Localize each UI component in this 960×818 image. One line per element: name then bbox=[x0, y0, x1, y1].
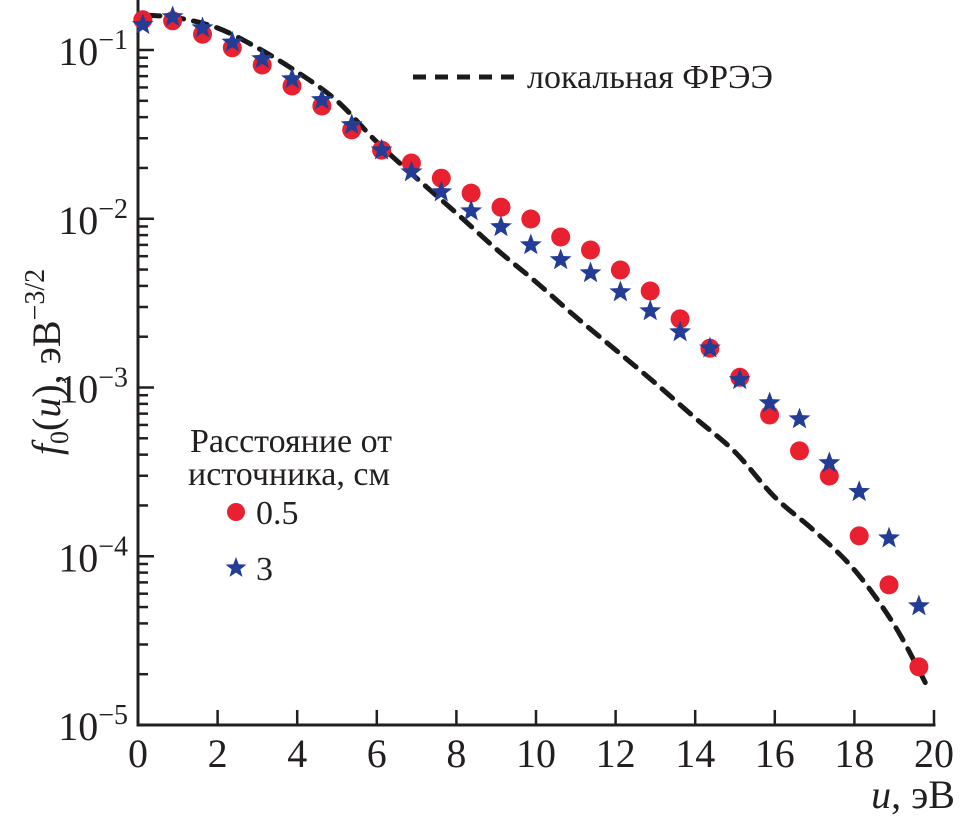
legend-title-line-1: Расстояние от bbox=[190, 423, 392, 460]
y-axis-exp: −3/2 bbox=[20, 269, 51, 321]
line-legend-label: локальная ФРЭЭ bbox=[527, 59, 773, 96]
y-tick-label: 10−2 bbox=[58, 194, 128, 243]
y-axis-arg: u bbox=[24, 398, 69, 418]
star-point-3cm bbox=[131, 13, 154, 35]
circle-point-0-5cm bbox=[581, 240, 600, 260]
y-axis-sub: 0 bbox=[45, 431, 74, 444]
y-tick-label: 10−4 bbox=[58, 531, 128, 580]
star-point-3cm bbox=[490, 215, 512, 237]
circle-point-0-5cm bbox=[431, 168, 451, 188]
star-point-3cm bbox=[818, 451, 841, 473]
x-tick-label: 14 bbox=[675, 731, 715, 776]
circle-point-0-5cm bbox=[491, 197, 511, 217]
circle-point-0-5cm bbox=[790, 441, 809, 461]
star-point-3cm bbox=[281, 67, 303, 89]
x-axis-var: u bbox=[871, 772, 891, 817]
star-point-3cm bbox=[310, 88, 333, 110]
circle-point-0-5cm bbox=[193, 24, 212, 44]
star-point-3cm bbox=[639, 299, 662, 321]
x-tick-label: 18 bbox=[834, 731, 874, 776]
star-point-3cm bbox=[788, 407, 811, 429]
circle-point-0-5cm bbox=[879, 575, 899, 595]
y-tick-label: 10−1 bbox=[58, 25, 128, 74]
x-tick-label: 20 bbox=[914, 731, 954, 776]
star-point-3cm bbox=[728, 368, 751, 390]
star-point-3cm bbox=[370, 138, 393, 160]
star-point-3cm bbox=[698, 336, 721, 358]
x-tick-label: 16 bbox=[755, 731, 795, 776]
circle-point-0-5cm bbox=[640, 281, 660, 301]
circle-point-0-5cm bbox=[461, 183, 481, 203]
circle-point-0-5cm bbox=[909, 657, 929, 677]
star-point-3cm bbox=[758, 391, 781, 413]
circle-point-0-5cm bbox=[760, 405, 780, 425]
x-axis-ticks: 0 2 4 6 8 10 12 14 16 18 20 bbox=[128, 710, 954, 776]
series-layer bbox=[131, 5, 931, 691]
x-tick-label: 0 bbox=[128, 731, 148, 776]
y-axis-title: f0(u), эВ−3/2 bbox=[20, 269, 74, 455]
star-point-3cm bbox=[430, 180, 453, 202]
x-axis-unit: , эВ bbox=[891, 772, 955, 817]
star-point-3cm bbox=[340, 113, 363, 135]
line-legend: локальная ФРЭЭ bbox=[413, 59, 773, 96]
circle-point-0-5cm bbox=[551, 227, 571, 247]
legend-label-3: 3 bbox=[256, 551, 273, 588]
x-axis-title: u, эВ bbox=[871, 772, 955, 817]
star-point-3cm bbox=[579, 261, 602, 283]
x-tick-label: 4 bbox=[287, 731, 307, 776]
star-point-3cm bbox=[400, 160, 423, 182]
star-point-3cm bbox=[609, 280, 632, 302]
star-point-3cm bbox=[549, 248, 572, 270]
star-point-3cm bbox=[191, 16, 214, 38]
y-axis-close: ), bbox=[24, 374, 69, 397]
x-tick-label: 2 bbox=[208, 731, 228, 776]
y-axis-ticks: 10−1 10−2 10−3 10−4 10−5 bbox=[58, 25, 154, 749]
axes bbox=[136, 0, 936, 727]
legend-star-marker bbox=[225, 557, 247, 577]
circle-point-0-5cm bbox=[610, 260, 630, 280]
y-tick-label: 10−3 bbox=[58, 363, 128, 412]
x-tick-label: 6 bbox=[367, 731, 387, 776]
circle-point-0-5cm bbox=[521, 209, 541, 229]
y-axis-open: ( bbox=[24, 418, 69, 431]
marker-legend: Расстояние от источника, см 0.5 3 bbox=[188, 423, 392, 588]
circle-point-0-5cm bbox=[849, 526, 869, 546]
legend-circle-marker bbox=[227, 503, 245, 521]
circle-point-0-5cm bbox=[819, 466, 839, 486]
star-point-3cm bbox=[161, 5, 184, 27]
star-point-3cm bbox=[221, 30, 244, 52]
y-axis-unit: эВ bbox=[24, 320, 69, 374]
circle-point-0-5cm bbox=[670, 309, 690, 329]
star-point-3cm bbox=[519, 233, 542, 255]
x-tick-label: 8 bbox=[446, 731, 466, 776]
x-tick-label: 10 bbox=[516, 731, 556, 776]
star-point-3cm bbox=[669, 320, 692, 342]
x-tick-label: 12 bbox=[596, 731, 636, 776]
star-point-3cm bbox=[907, 594, 930, 616]
legend-label-0-5: 0.5 bbox=[256, 495, 299, 532]
star-point-3cm bbox=[251, 47, 274, 69]
legend-title-line-2: источника, см bbox=[188, 456, 390, 493]
star-point-3cm bbox=[848, 480, 871, 502]
star-point-3cm bbox=[460, 199, 483, 221]
y-tick-label: 10−5 bbox=[58, 700, 128, 749]
star-point-3cm bbox=[878, 526, 900, 548]
